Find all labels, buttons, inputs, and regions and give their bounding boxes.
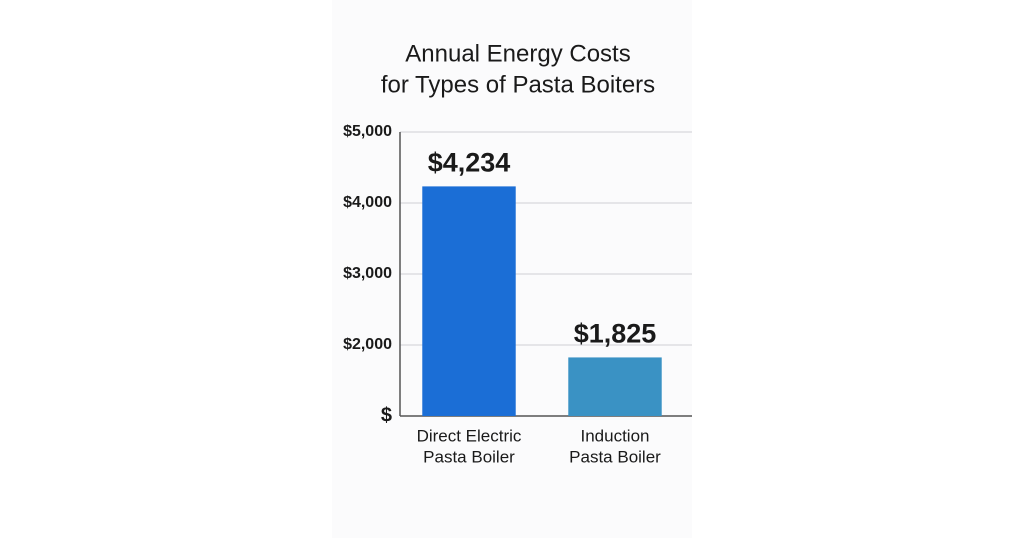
x-tick-label: Direct Electric: [417, 426, 522, 445]
value-label: $1,825: [574, 319, 657, 349]
x-tick-label: Pasta Boiler: [423, 447, 515, 466]
x-tick-label: Pasta Boiler: [569, 447, 661, 466]
y-tick-label: $2,000: [343, 336, 392, 353]
y-tick-label: $: [381, 404, 392, 426]
y-tick-label: $5,000: [343, 123, 392, 140]
x-tick-label: Induction: [581, 426, 650, 445]
y-tick-label: $4,000: [343, 194, 392, 211]
y-tick-label: $3,000: [343, 265, 392, 282]
chart-title: for Types of Pasta Boiters: [381, 71, 655, 98]
bar: [422, 186, 516, 416]
bar: [568, 357, 662, 416]
value-label: $4,234: [428, 148, 511, 178]
chart-title: Annual Energy Costs: [405, 40, 630, 67]
